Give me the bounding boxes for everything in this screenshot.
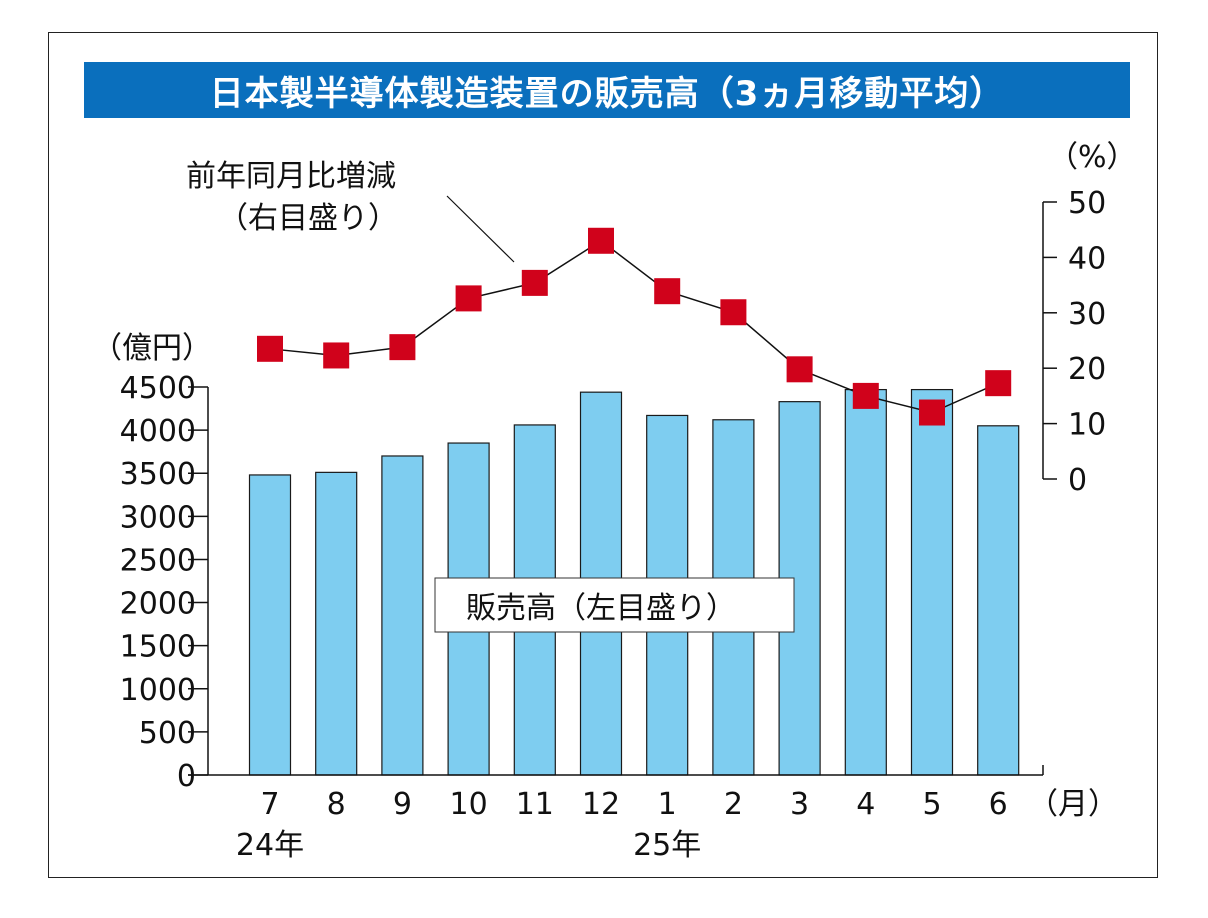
bar-label-text: 販売高（左目盛り） <box>466 591 736 626</box>
x-year-label: 24年 <box>236 828 304 863</box>
bar <box>844 388 887 776</box>
x-tick-label: 10 <box>450 787 488 822</box>
bar-label-box <box>434 577 795 633</box>
right-y-tick-label: 50 <box>1068 186 1106 221</box>
left-y-tick-label: 1500 <box>120 630 196 665</box>
tick-labels: 050010001500200025003000350040004500（億円）… <box>92 140 1137 863</box>
x-tick-label: 5 <box>922 787 941 822</box>
chart-title: 日本製半導体製造装置の販売高（3ヵ月移動平均） <box>84 62 1130 118</box>
bar <box>248 474 292 776</box>
left-y-tick-label: 1000 <box>120 673 196 708</box>
x-tick-label: 11 <box>516 787 554 822</box>
line-marker <box>455 285 482 312</box>
line-marker <box>985 370 1012 397</box>
x-tick-label: 1 <box>658 787 677 822</box>
line-label-title: 前年同月比増減 <box>186 159 396 194</box>
left-y-tick-label: 3500 <box>120 457 196 492</box>
right-y-unit: （%） <box>1048 140 1137 175</box>
left-y-tick-label: 4500 <box>120 371 196 406</box>
bar <box>910 388 954 776</box>
left-y-tick-label: 500 <box>139 716 196 751</box>
bar <box>977 425 1020 776</box>
line-marker <box>852 382 879 409</box>
line-label-leader <box>446 195 515 263</box>
right-y-tick-label: 0 <box>1068 463 1087 498</box>
line-marker <box>588 227 614 254</box>
x-tick-label: 7 <box>260 787 279 822</box>
bar <box>381 455 424 776</box>
line-marker <box>389 334 416 361</box>
line-series <box>257 227 1012 426</box>
line-marker <box>521 269 548 296</box>
x-tick-label: 4 <box>856 787 875 822</box>
x-unit: （月） <box>1028 787 1118 822</box>
line-marker <box>720 299 747 326</box>
axes <box>188 201 1057 776</box>
x-tick-label: 3 <box>790 787 809 822</box>
left-y-tick-label: 2500 <box>120 543 196 578</box>
left-y-unit: （億円） <box>92 331 212 366</box>
x-tick-label: 2 <box>724 787 743 822</box>
x-tick-label: 6 <box>989 787 1008 822</box>
left-y-tick-label: 2000 <box>120 587 196 622</box>
line-marker <box>654 278 681 305</box>
line-marker <box>323 342 350 369</box>
right-y-tick-label: 10 <box>1068 408 1106 443</box>
line-marker <box>786 356 813 383</box>
left-y-tick-label: 0 <box>177 759 196 794</box>
line-marker <box>257 335 283 362</box>
annotations: 前年同月比増減 （右目盛り） 販売高（左目盛り） <box>186 159 795 633</box>
bar <box>315 471 358 776</box>
x-tick-label: 8 <box>327 787 346 822</box>
x-tick-label: 9 <box>393 787 412 822</box>
left-y-tick-label: 3000 <box>120 500 196 535</box>
x-tick-label: 12 <box>582 787 620 822</box>
line-label-subtitle: （右目盛り） <box>218 201 398 236</box>
left-y-tick-label: 4000 <box>120 414 196 449</box>
right-y-tick-label: 20 <box>1068 352 1106 387</box>
x-year-label: 25年 <box>633 828 701 863</box>
right-y-tick-label: 30 <box>1068 297 1106 332</box>
line-path <box>269 239 999 414</box>
right-y-tick-label: 40 <box>1068 241 1106 276</box>
line-marker <box>919 399 945 426</box>
